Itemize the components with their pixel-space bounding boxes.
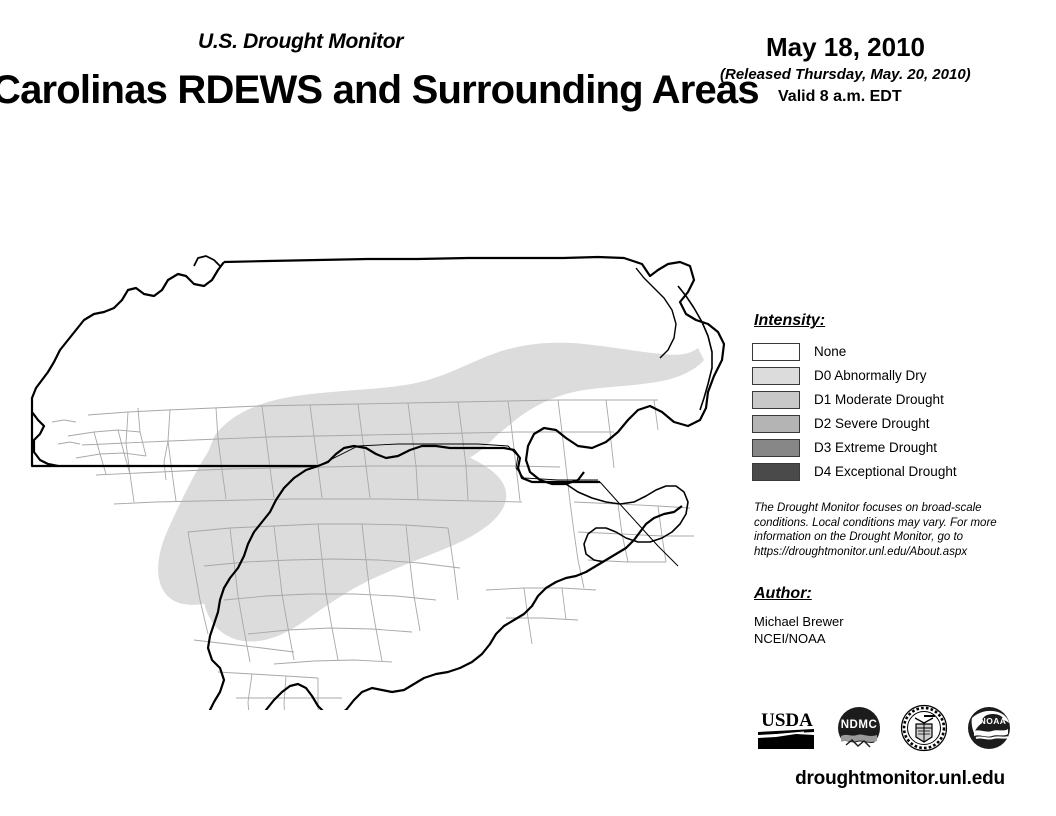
legend-item-d0[interactable]: D0 Abnormally Dry	[752, 364, 1048, 387]
disclaimer-text: The Drought Monitor focuses on broad-sca…	[754, 502, 997, 558]
legend-swatch-d3	[752, 438, 800, 457]
usda-logo[interactable]: USDA	[756, 704, 818, 756]
legend-label-d4: D4 Exceptional Drought	[814, 464, 957, 479]
info-panel: Intensity: None D0 Abnormally Dry D1 Mod…	[752, 312, 1048, 647]
drought-map[interactable]	[18, 240, 748, 710]
state-boundaries	[30, 255, 726, 710]
legend-swatch-d0	[752, 366, 800, 385]
noaa-logo[interactable]: NOAA	[966, 705, 1012, 756]
legend-item-none[interactable]: None	[752, 340, 1048, 363]
logo-row: USDA NDMC	[756, 702, 1046, 758]
valid-date: May 18, 2010	[766, 32, 926, 62]
d0-drought-region	[158, 342, 704, 642]
svg-text:NOAA: NOAA	[980, 716, 1007, 726]
legend-item-d1[interactable]: D1 Moderate Drought	[752, 388, 1048, 411]
legend-swatch-d4	[752, 462, 800, 481]
legend-label-d0: D0 Abnormally Dry	[814, 368, 927, 383]
valid-time: Valid 8 a.m. EDT	[778, 88, 902, 105]
legend-swatch-d1	[752, 390, 800, 409]
legend-item-d3[interactable]: D3 Extreme Drought	[752, 436, 1048, 459]
ndmc-logo[interactable]: NDMC	[836, 705, 882, 756]
program-subtitle: U.S. Drought Monitor	[198, 30, 404, 53]
legend-label-d3: D3 Extreme Drought	[814, 440, 938, 455]
state-line-thin	[317, 443, 598, 481]
site-url[interactable]: droughtmonitor.unl.edu	[795, 768, 1005, 789]
legend-label-none: None	[814, 344, 847, 359]
page-header: U.S. Drought Monitor Carolinas RDEWS and…	[0, 0, 1056, 130]
unl-seal-logo[interactable]	[900, 704, 948, 757]
legend-label-d1: D1 Moderate Drought	[814, 392, 944, 407]
legend-item-d2[interactable]: D2 Severe Drought	[752, 412, 1048, 435]
intensity-legend: None D0 Abnormally Dry D1 Moderate Droug…	[752, 340, 1048, 483]
svg-text:NDMC: NDMC	[841, 719, 878, 731]
author-name: Michael Brewer	[754, 614, 844, 629]
map-svg[interactable]	[18, 240, 748, 710]
page-title: Carolinas RDEWS and Surrounding Areas	[0, 68, 760, 112]
legend-swatch-d2	[752, 414, 800, 433]
release-date: (Released Thursday, May. 20, 2010)	[720, 66, 971, 83]
legend-swatch-none	[752, 342, 800, 361]
legend-label-d2: D2 Severe Drought	[814, 416, 930, 431]
author-heading: Author:	[754, 585, 812, 602]
svg-text:USDA: USDA	[761, 710, 813, 731]
author-block: Author: Michael Brewer NCEI/NOAA	[752, 585, 1048, 647]
author-organization: NCEI/NOAA	[754, 631, 826, 646]
legend-heading: Intensity:	[754, 312, 826, 329]
legend-item-d4[interactable]: D4 Exceptional Drought	[752, 460, 1048, 483]
